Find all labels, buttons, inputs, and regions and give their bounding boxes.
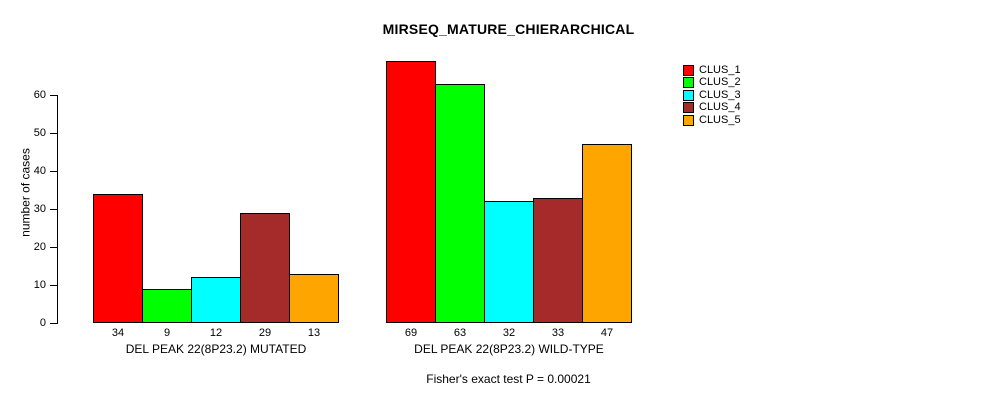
y-axis-tick (50, 209, 57, 210)
bar-value-label: 13 (307, 327, 321, 339)
y-axis-tick-label: 0 (39, 317, 46, 329)
legend-item-clus_3: CLUS_3 (683, 89, 741, 101)
legend-item-clus_4: CLUS_4 (683, 102, 741, 114)
y-axis-tick (50, 247, 57, 248)
legend-swatch-icon (683, 64, 694, 76)
bar-clus_1-group1 (93, 194, 143, 323)
legend-label: CLUS_1 (699, 63, 741, 76)
x-category-label: DEL PEAK 22(8P23.2) WILD-TYPE (414, 342, 604, 356)
bar-value-label: 33 (551, 327, 565, 339)
y-axis-line (57, 95, 58, 324)
legend-label: CLUS_4 (699, 101, 741, 113)
bar-value-label: 29 (258, 327, 272, 339)
bar-value-label: 34 (111, 327, 125, 339)
bar-clus_2-group1 (142, 289, 192, 323)
legend-item-clus_5: CLUS_5 (683, 114, 741, 126)
annotation-text: Fisher's exact test P = 0.00021 (426, 372, 591, 386)
bar-value-label: 63 (453, 327, 467, 339)
y-axis-tick (50, 323, 57, 324)
y-axis-tick-label: 50 (33, 127, 46, 139)
bar-clus_4-group1 (240, 213, 290, 323)
bar-value-label: 32 (502, 327, 516, 339)
bar-value-label: 9 (163, 327, 171, 339)
bar-clus_2-group2 (435, 84, 485, 323)
bar-clus_3-group2 (484, 201, 534, 323)
bar-clus_3-group1 (191, 277, 241, 323)
x-category-label: DEL PEAK 22(8P23.2) MUTATED (125, 342, 307, 356)
legend-label: CLUS_2 (699, 76, 741, 88)
y-axis-tick-label: 30 (33, 203, 46, 215)
bar-clus_5-group1 (289, 274, 339, 323)
legend-label: CLUS_3 (699, 88, 741, 101)
bar-clus_1-group2 (386, 61, 436, 323)
bar-value-label: 12 (209, 327, 223, 339)
y-axis-tick (50, 133, 57, 134)
legend-swatch-icon (683, 102, 694, 113)
legend-swatch-icon (683, 77, 694, 88)
y-axis-tick-label: 10 (33, 279, 46, 291)
y-axis-tick-label: 60 (33, 89, 46, 101)
y-axis-tick (50, 95, 57, 96)
y-axis-tick (50, 285, 57, 286)
legend-swatch-icon (683, 89, 694, 101)
bar-clus_5-group2 (582, 144, 632, 323)
chart-title: MIRSEQ_MATURE_CHIERARCHICAL (382, 21, 635, 37)
y-axis-tick (50, 171, 57, 172)
bar-value-label: 47 (600, 327, 614, 339)
legend-swatch-icon (683, 114, 694, 126)
legend-item-clus_1: CLUS_1 (683, 64, 741, 76)
y-axis-tick-label: 20 (33, 241, 46, 253)
bar-value-label: 69 (404, 327, 418, 339)
y-axis-tick-label: 40 (33, 165, 46, 177)
legend-label: CLUS_5 (699, 113, 741, 126)
legend-item-clus_2: CLUS_2 (683, 77, 741, 89)
bar-clus_4-group2 (533, 198, 583, 323)
